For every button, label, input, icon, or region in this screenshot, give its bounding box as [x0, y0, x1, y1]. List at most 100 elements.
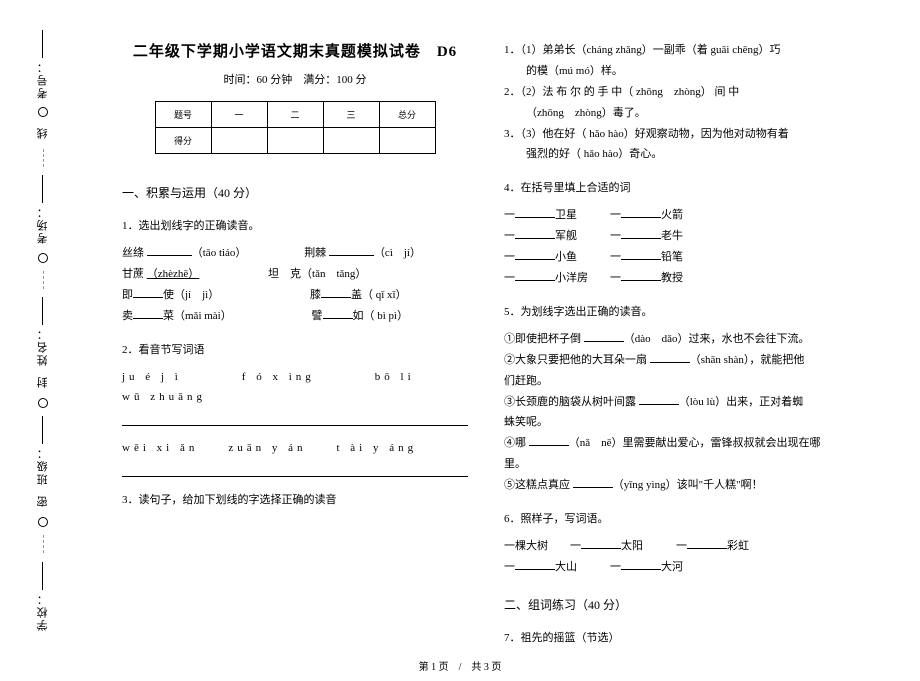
label-text: 学校： — [35, 592, 51, 631]
q4-line: 一 卫星 一 火箭 — [504, 205, 868, 226]
q5-line: ③长颈鹿的脑袋从树叶间露 （lòu lù）出来，正对着蜘 — [504, 392, 868, 413]
q5-line: ⑤这糕点真应 （yīng yìng）该叫"千人糕"啊！ — [504, 475, 868, 496]
q4-line: 一军舰 一老牛 — [504, 226, 868, 247]
binding-label-school: 学校： — [35, 562, 51, 631]
q4-line: 一 小洋房 一 教授 — [504, 268, 868, 289]
q3-title: 3．读句子，给加下划线的字选择正确的读音 — [122, 491, 468, 507]
binding-circle — [38, 253, 48, 263]
txt: 小鱼 — [555, 251, 577, 263]
seal-char: 封 — [35, 377, 51, 388]
txt: 大河 — [661, 561, 683, 573]
txt: 军舰 — [555, 230, 577, 242]
txt: ⑤这糕点真应 — [504, 479, 573, 491]
binding-strip: 考号： 线 考场： 姓名： 封 班级： 密 学校： — [0, 0, 86, 681]
q5-line: ④哪 （nǎ nē）里需要献出爱心，雷锋叔叔就会出现在哪 — [504, 433, 868, 454]
txt: 小洋房 — [555, 272, 588, 284]
q5-line: ②大象只要把他的大耳朵一扇 （shān shàn），就能把他 — [504, 350, 868, 371]
txt: （zhōng zhòng）毒了。 — [526, 107, 646, 119]
binding-label-id: 考号： — [35, 30, 51, 99]
txt: 一 — [610, 251, 621, 263]
page-footer: 第 1 页 / 共 3 页 — [0, 658, 920, 673]
q1-line: 甘蔗 （zhèzhē） 坦 克（tǎn tǎng） — [122, 264, 468, 285]
txt: 彩虹 — [727, 540, 749, 552]
cell — [267, 128, 323, 154]
q7-title: 7．祖先的摇篮（节选） — [504, 629, 868, 645]
q1-line: 丝绦 （tāo tiáo） 荆棘 （cì jí） — [122, 243, 468, 264]
label-text: 班级： — [35, 446, 51, 485]
cell: 三 — [323, 102, 379, 128]
pinyin-row: ju é j ì f ó x ìng bō li wū zhuāng — [122, 367, 468, 409]
cell — [211, 128, 267, 154]
binding-label-class: 班级： — [35, 416, 51, 485]
txt: 菜（mǎi mài） — [163, 310, 232, 322]
txt: 教授 — [661, 272, 683, 284]
txt: 一 — [504, 209, 515, 221]
txt: 卖 — [122, 310, 133, 322]
txt: （dào dǎo）过来，水也不会往下流。 — [624, 333, 810, 345]
table-row: 题号 一 二 三 总分 — [155, 102, 435, 128]
q4-title: 4．在括号里填上合适的词 — [504, 179, 868, 195]
label-text: 考场： — [35, 205, 51, 244]
txt: （lòu lù）出来，正对着蜘 — [679, 396, 803, 408]
cell: 得分 — [155, 128, 211, 154]
pinyin-row: wēi xi ǎn zuān y án t ài y áng — [122, 438, 468, 459]
left-column: 二年级下学期小学语文期末真题模拟试卷 D6 时间：60 分钟 满分：100 分 … — [86, 0, 486, 681]
q6-line: 一大山 一大河 — [504, 557, 868, 578]
seal-char: 线 — [35, 128, 51, 139]
txt: （cì jí） — [374, 247, 421, 259]
txt: 太阳 一 — [621, 540, 687, 552]
txt: 的模（mú mó）样。 — [526, 65, 623, 77]
q3-item: 1．（1）弟弟长（cháng zhǎng）一副乖（着 guāi chēng）巧 — [504, 40, 868, 61]
cell: 二 — [267, 102, 323, 128]
q1-line: 卖菜（mǎi mài） 譬如（ bì pì） — [122, 306, 468, 327]
txt: 一 — [610, 272, 621, 284]
q1-line: 即使（jí jì） 膝盖（ qī xī） — [122, 285, 468, 306]
section-2-head: 二、组词练习（40 分） — [504, 596, 868, 613]
q3-item: （zhōng zhòng）毒了。 — [504, 103, 868, 124]
score-table: 题号 一 二 三 总分 得分 — [155, 101, 436, 154]
txt: 使（jí jì） — [163, 289, 219, 301]
txt: 一 — [504, 272, 515, 284]
txt: ②大象只要把他的大耳朵一扇 — [504, 354, 650, 366]
q4-line: 一小鱼 一铅笔 — [504, 247, 868, 268]
txt: （shān shàn），就能把他 — [690, 354, 805, 366]
txt: 譬 — [312, 310, 323, 322]
q3-item: 强烈的好（ hǎo hào）奇心。 — [504, 144, 868, 165]
txt: 火箭 — [661, 209, 683, 221]
txt: 坦 克（tǎn tǎng） — [268, 268, 366, 280]
txt: 甘蔗 — [122, 268, 147, 280]
q5-line: 蛛笑呢。 — [504, 412, 868, 433]
q5-line: ①即使把杯子倒 （dào dǎo）过来，水也不会往下流。 — [504, 329, 868, 350]
q1-title: 1．选出划线字的正确读音。 — [122, 217, 468, 233]
q3-item: 3．（3）他在好（ hǎo hào）好观察动物，因为他对动物有着 — [504, 124, 868, 145]
txt: 一棵大树 一 — [504, 540, 581, 552]
txt: ④哪 — [504, 437, 529, 449]
page-area: 二年级下学期小学语文期末真题模拟试卷 D6 时间：60 分钟 满分：100 分 … — [86, 0, 920, 681]
txt: 一 — [610, 209, 621, 221]
exam-title: 二年级下学期小学语文期末真题模拟试卷 D6 — [122, 40, 468, 61]
q6-title: 6．照样子，写词语。 — [504, 510, 868, 526]
txt: 盖（ qī xī） — [351, 289, 407, 301]
txt: （tāo tiáo） — [192, 247, 247, 259]
txt: （zhèzhē） — [147, 268, 200, 280]
cell: 总分 — [379, 102, 435, 128]
txt: 老牛 — [661, 230, 683, 242]
cell — [323, 128, 379, 154]
txt: 卫星 — [555, 209, 577, 221]
txt: 一 — [610, 230, 621, 242]
label-text: 考号： — [35, 60, 51, 99]
binding-circle — [38, 107, 48, 117]
txt: （yīng yìng）该叫"千人糕"啊！ — [613, 479, 763, 491]
txt: 1．（1）弟弟长（cháng zhǎng）一副乖（着 guāi chēng）巧 — [504, 44, 780, 56]
txt: 膝 — [310, 289, 321, 301]
txt: 丝绦 — [122, 247, 147, 259]
txt: 3．（3）他在好（ hǎo hào）好观察动物，因为他对动物有着 — [504, 128, 789, 140]
cell: 题号 — [155, 102, 211, 128]
txt: ①即使把杯子倒 — [504, 333, 584, 345]
txt: 一 — [504, 251, 515, 263]
seal-char: 密 — [35, 496, 51, 507]
section-1-head: 一、积累与运用（40 分） — [122, 184, 468, 201]
exam-subtitle: 时间：60 分钟 满分：100 分 — [122, 71, 468, 87]
answer-blank — [122, 463, 468, 477]
txt: ③长颈鹿的脑袋从树叶间露 — [504, 396, 639, 408]
